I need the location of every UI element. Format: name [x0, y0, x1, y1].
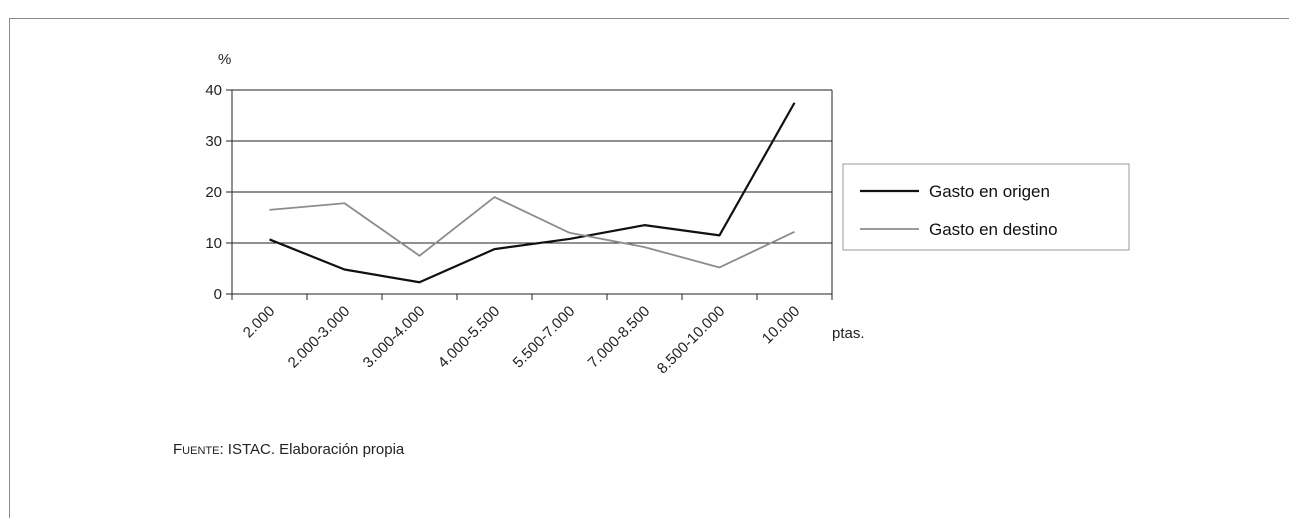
y-axis-label: %	[218, 51, 231, 68]
source-label: Fuente	[173, 441, 220, 458]
legend: Gasto en origen Gasto en destino	[842, 163, 1130, 251]
series-lines	[269, 102, 796, 284]
y-tick-label: 10	[205, 235, 222, 252]
y-tick-label: 0	[214, 286, 222, 303]
figure-frame	[9, 18, 1289, 518]
y-axis-ticks: 0 10 20 30 40	[205, 82, 232, 303]
grid-lines	[232, 89, 832, 244]
legend-label: Gasto en origen	[929, 182, 1050, 201]
x-axis-ticks: 2.000 2.000-3.000 3.000-4.000 4.000-5.500 5.…	[231, 294, 833, 378]
source-text: : ISTAC. Elaboración propia	[219, 441, 405, 458]
legend-label: Gasto en destino	[929, 220, 1058, 239]
x-axis-label: ptas.	[832, 325, 865, 342]
x-tick-label: 8.500-10.000	[654, 303, 729, 378]
x-tick-label: 5.500-7.000	[510, 303, 579, 372]
legend-box	[842, 163, 1130, 251]
y-tick-label: 30	[205, 133, 222, 150]
y-tick-label: 40	[205, 82, 222, 99]
x-tick-label: 4.000-5.500	[435, 303, 504, 372]
line-chart: 0 10 20 30 40 2.000 2.000-3.000 3.000-4.000 4.0…	[205, 51, 1130, 378]
series-line-gasto-en-origen	[269, 102, 796, 284]
series-line-gasto-en-destino	[269, 196, 795, 269]
source-note: Fuente: ISTAC. Elaboración propia	[173, 441, 404, 458]
x-tick-label: 2.000-3.000	[285, 303, 354, 372]
x-tick-label: 7.000-8.500	[585, 303, 654, 372]
x-tick-label: 2.000	[240, 303, 279, 342]
y-tick-label: 20	[205, 184, 222, 201]
x-tick-label: 3.000-4.000	[360, 303, 429, 372]
x-tick-label: 10.000	[759, 303, 803, 347]
